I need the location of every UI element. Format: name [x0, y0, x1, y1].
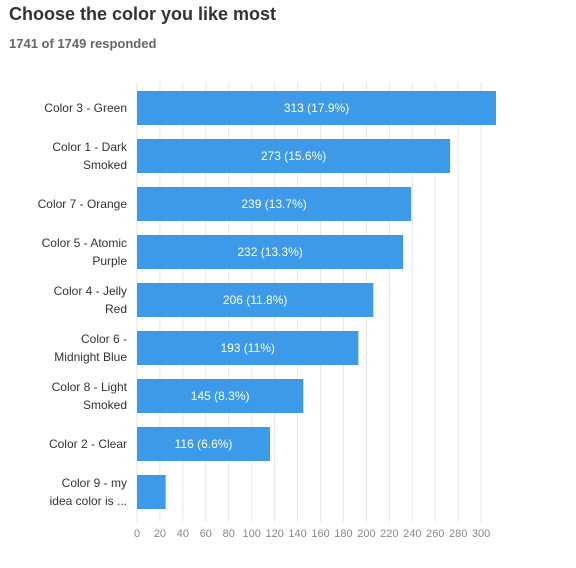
- x-tick-label: 280: [449, 528, 467, 540]
- category-label: Smoked: [83, 398, 127, 412]
- category-label: Color 1 - Dark: [52, 140, 128, 154]
- x-tick-label: 140: [288, 528, 306, 540]
- x-tick-label: 100: [243, 528, 261, 540]
- x-tick-label: 80: [223, 528, 235, 540]
- category-label: Color 7 - Orange: [38, 197, 128, 211]
- x-tick-label: 20: [154, 528, 166, 540]
- category-label: Color 8 - Light: [52, 380, 128, 394]
- x-tick-label: 260: [426, 528, 444, 540]
- x-tick-label: 40: [177, 528, 189, 540]
- category-label: Midnight Blue: [54, 350, 127, 364]
- bar-data-label: 206 (11.8%): [223, 293, 287, 307]
- bar-data-label: 193 (11%): [220, 341, 274, 355]
- bar[interactable]: [137, 91, 496, 125]
- category-label: Red: [105, 302, 127, 316]
- x-tick-label: 240: [403, 528, 421, 540]
- category-label: idea color is ...: [50, 494, 127, 508]
- bar[interactable]: [137, 475, 166, 509]
- bar[interactable]: [137, 379, 304, 413]
- x-tick-label: 60: [200, 528, 212, 540]
- bar-data-label: 232 (13.3%): [237, 245, 302, 259]
- bar[interactable]: [137, 427, 271, 461]
- bar[interactable]: [137, 187, 412, 221]
- category-label: Color 2 - Clear: [49, 437, 127, 451]
- bar[interactable]: [137, 283, 374, 317]
- x-tick-label: 200: [357, 528, 375, 540]
- category-label: Color 9 - my: [62, 476, 127, 490]
- bar[interactable]: [137, 139, 451, 173]
- bar-data-label: 273 (15.6%): [261, 149, 326, 163]
- x-tick-label: 220: [380, 528, 398, 540]
- x-tick-label: 300: [472, 528, 490, 540]
- x-tick-label: 0: [134, 528, 140, 540]
- x-tick-label: 160: [311, 528, 329, 540]
- bar-data-label: 313 (17.9%): [284, 101, 349, 115]
- bar-data-label: 239 (13.7%): [241, 197, 306, 211]
- category-label: Color 5 - Atomic: [42, 236, 127, 250]
- x-tick-label: 120: [265, 528, 283, 540]
- category-label: Color 4 - Jelly: [54, 284, 127, 298]
- category-label: Color 3 - Green: [44, 101, 127, 115]
- category-label: Smoked: [83, 158, 127, 172]
- category-label: Color 6 -: [81, 332, 127, 346]
- chart-title: Choose the color you like most: [9, 4, 277, 24]
- category-label: Purple: [92, 254, 127, 268]
- bar[interactable]: [137, 235, 404, 269]
- bar-data-label: 145 (8.3%): [191, 389, 250, 403]
- bar[interactable]: [137, 331, 359, 365]
- x-tick-label: 180: [334, 528, 352, 540]
- response-count: 1741 of 1749 responded: [9, 36, 157, 51]
- bar-data-label: 116 (6.6%): [175, 437, 233, 451]
